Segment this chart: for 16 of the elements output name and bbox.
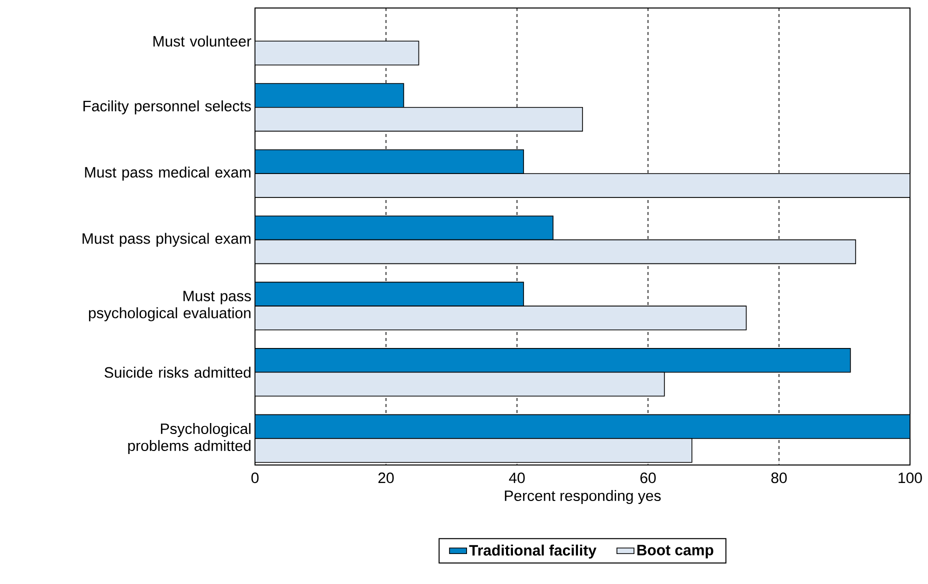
y-tick-label: Must volunteer — [153, 36, 252, 47]
y-tick-label: Psychological problems admitted — [128, 423, 250, 454]
x-tick-label: 80 — [771, 472, 787, 484]
y-tick-label: Must pass medical exam — [85, 166, 250, 181]
x-axis-title: Percent responding yes — [504, 490, 661, 504]
y-tick-label: Facility personnel selects — [83, 100, 251, 114]
y-tick-label: Suicide risks admitted — [104, 366, 250, 378]
x-tick-label: 0 — [251, 472, 259, 484]
legend-label: Traditional facility — [469, 544, 596, 559]
x-tick-label: 60 — [640, 472, 656, 484]
x-tick-label: 40 — [509, 472, 525, 484]
y-tick-label: Must pass psychological evaluation — [89, 290, 251, 322]
y-tick-label: Must pass physical exam — [82, 232, 250, 247]
x-tick-label: 100 — [898, 472, 922, 484]
x-tick-label: 20 — [378, 472, 394, 484]
legend-label: Boot camp — [637, 544, 714, 558]
